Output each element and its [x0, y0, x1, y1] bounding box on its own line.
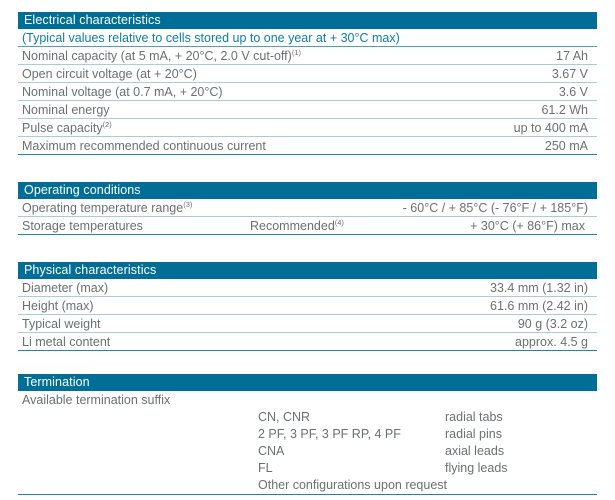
table-row: Operating temperature range(3) - 60°C / … [18, 199, 597, 217]
table-row: Storage temperatures Recommended(4) + 30… [18, 217, 597, 235]
row-value: 3.67 V [551, 67, 588, 81]
termination-note: Available termination suffix [22, 393, 171, 407]
table-row: Li metal content approx. 4.5 g [18, 333, 597, 351]
row-value: 3.6 V [558, 85, 588, 99]
section-header-physical: Physical characteristics [18, 262, 597, 279]
row-label: Height (max) [22, 299, 94, 313]
row-label: Nominal energy [22, 103, 110, 117]
row-value: 33.4 mm (1.32 in) [490, 281, 588, 295]
row-label: Diameter (max) [22, 281, 109, 295]
row-value: 250 mA [544, 139, 588, 153]
row-label: Maximum recommended continuous current [22, 139, 266, 153]
section-electrical-characteristics: Electrical characteristics (Typical valu… [18, 12, 597, 155]
row-label: Nominal capacity (at 5 mA, + 20°C, 2.0 V… [22, 48, 301, 63]
termination-description: flying leads [445, 461, 508, 475]
termination-code: CNA [258, 444, 285, 458]
footnote-marker: (4) [334, 218, 344, 227]
list-item: CNA axial leads [18, 443, 597, 460]
row-qualifier: Recommended(4) [250, 218, 344, 233]
electrical-subtitle: (Typical values relative to cells stored… [18, 29, 597, 47]
row-value: 90 g (3.2 oz) [517, 317, 588, 331]
list-item: FL flying leads [18, 460, 597, 477]
row-label: Pulse capacity(2) [22, 120, 112, 135]
termination-description: axial leads [445, 444, 505, 458]
row-label: Operating temperature range(3) [22, 200, 193, 215]
row-value: 61.2 Wh [541, 103, 588, 117]
table-row: Diameter (max) 33.4 mm (1.32 in) [18, 279, 597, 297]
row-value: approx. 4.5 g [515, 335, 588, 349]
list-item: 2 PF, 3 PF, 3 PF RP, 4 PF radial pins [18, 426, 597, 443]
row-label: Nominal voltage (at 0.7 mA, + 20°C) [22, 85, 223, 99]
list-item: CN, CNR radial tabs [18, 409, 597, 426]
termination-code: FL [258, 461, 273, 475]
section-header-termination: Termination [18, 374, 597, 391]
termination-description: radial tabs [445, 410, 503, 424]
table-row: Nominal capacity (at 5 mA, + 20°C, 2.0 V… [18, 47, 597, 65]
table-row: Nominal voltage (at 0.7 mA, + 20°C) 3.6 … [18, 83, 597, 101]
row-label: Typical weight [22, 317, 101, 331]
row-value: 17 Ah [556, 49, 588, 63]
row-value: 61.6 mm (2.42 in) [490, 299, 588, 313]
table-row: Height (max) 61.6 mm (2.42 in) [18, 297, 597, 315]
list-item: Other configurations upon request [18, 477, 597, 495]
termination-description: radial pins [445, 427, 502, 441]
section-termination: Termination Available termination suffix… [18, 374, 597, 495]
section-physical-characteristics: Physical characteristics Diameter (max) … [18, 262, 597, 351]
row-label: Open circuit voltage (at + 20°C) [22, 67, 197, 81]
section-operating-conditions: Operating conditions Operating temperatu… [18, 182, 597, 235]
section-header-electrical: Electrical characteristics [18, 12, 597, 29]
footnote-marker: (2) [102, 120, 112, 129]
termination-code: 2 PF, 3 PF, 3 PF RP, 4 PF [258, 427, 401, 441]
table-row: Typical weight 90 g (3.2 oz) [18, 315, 597, 333]
termination-code: CN, CNR [258, 410, 311, 424]
termination-footer: Other configurations upon request [258, 478, 448, 492]
footnote-marker: (1) [291, 48, 301, 57]
table-row: Maximum recommended continuous current 2… [18, 137, 597, 155]
row-value: - 60°C / + 85°C (- 76°F / + 185°F) [402, 201, 588, 215]
table-row: Nominal energy 61.2 Wh [18, 101, 597, 119]
section-header-operating: Operating conditions [18, 182, 597, 199]
row-value: + 30°C (+ 86°F) max [470, 219, 585, 233]
table-row: Open circuit voltage (at + 20°C) 3.67 V [18, 65, 597, 83]
table-row: Pulse capacity(2) up to 400 mA [18, 119, 597, 137]
row-value: up to 400 mA [513, 121, 588, 135]
row-label: Li metal content [22, 335, 111, 349]
footnote-marker: (3) [183, 200, 193, 209]
row-label: Storage temperatures [22, 219, 143, 233]
